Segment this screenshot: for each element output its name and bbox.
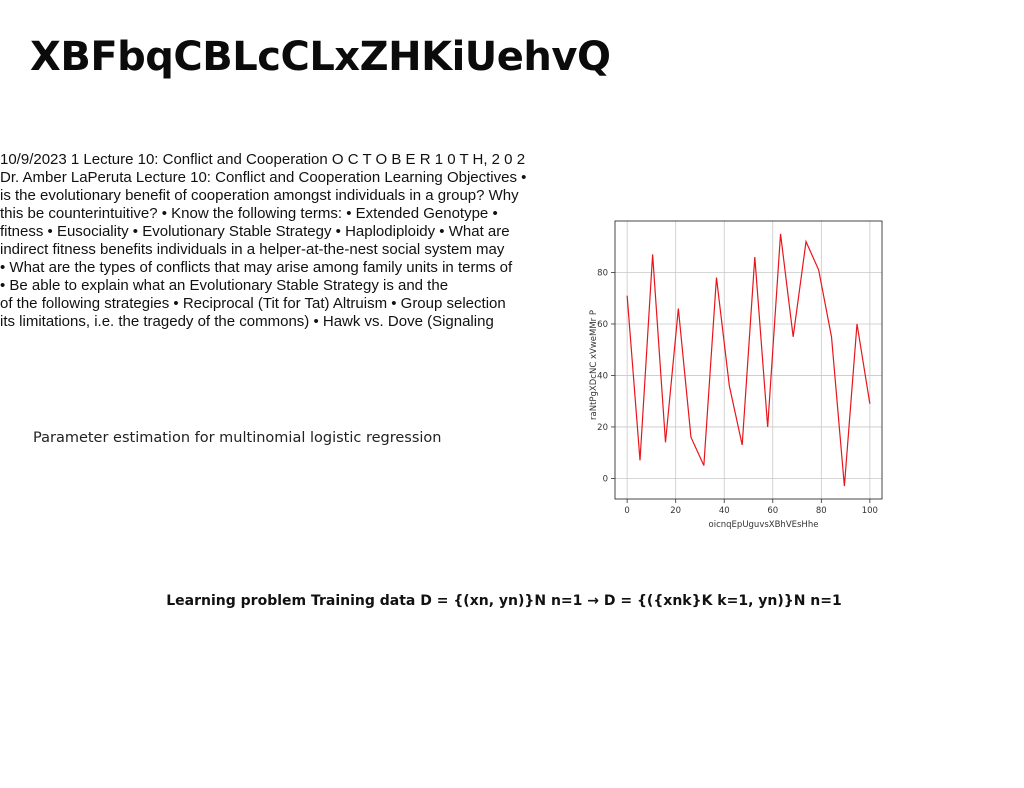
x-tick-label: 0 [624, 506, 629, 516]
formula-text: Learning problem Training data D = {(xn,… [166, 593, 842, 609]
x-tick-label: 80 [816, 506, 827, 516]
x-axis-label: oicnqEpUguvsXBhVEsHhe [709, 520, 819, 530]
section-caption: Parameter estimation for multinomial log… [33, 430, 442, 446]
y-tick-label: 20 [597, 423, 608, 433]
notes-line: fitness • Eusociality • Evolutionary Sta… [0, 223, 510, 240]
x-tick-label: 100 [862, 506, 878, 516]
notes-line: • Be able to explain what an Evolutionar… [0, 277, 449, 294]
x-tick-label: 20 [670, 506, 681, 516]
notes-line: its limitations, i.e. the tragedy of the… [0, 313, 494, 330]
line-chart: 0 20 40 60 80 100 0 20 40 60 80 oicnqEpUguvsXBhVEsH… [585, 210, 895, 535]
y-tick-label: 80 [597, 268, 608, 278]
series-line [626, 233, 871, 487]
x-tick-label: 60 [767, 506, 778, 516]
notes-line: indirect fitness benefits individuals in… [0, 241, 505, 258]
plot-frame [614, 220, 883, 500]
page-title: XBFbqCBLcCLxZHKiUehvQ [30, 34, 611, 80]
notes-line: is the evolutionary benefit of cooperati… [0, 187, 519, 204]
notes-line: of the following strategies • Reciprocal… [0, 295, 506, 312]
notes-line: • What are the types of conflicts that m… [0, 259, 513, 276]
line-chart-svg: 0 20 40 60 80 100 0 20 40 60 80 oicnqEpUguvsXBhVEsH… [589, 220, 883, 530]
y-tick-label: 60 [597, 320, 608, 330]
y-tick-label: 40 [597, 371, 608, 381]
lecture-notes-text: 10/9/2023 1 Lecture 10: Conflict and Coo… [0, 151, 570, 331]
notes-line: Dr. Amber LaPeruta Lecture 10: Conflict … [0, 169, 527, 186]
y-tick-label: 0 [603, 474, 608, 484]
notes-line: this be counterintuitive? • Know the fol… [0, 205, 498, 222]
y-axis-label: raNtPgXDcNC xVweMMr P [589, 310, 599, 420]
notes-line: 10/9/2023 1 Lecture 10: Conflict and Coo… [0, 151, 526, 168]
x-tick-label: 40 [719, 506, 730, 516]
